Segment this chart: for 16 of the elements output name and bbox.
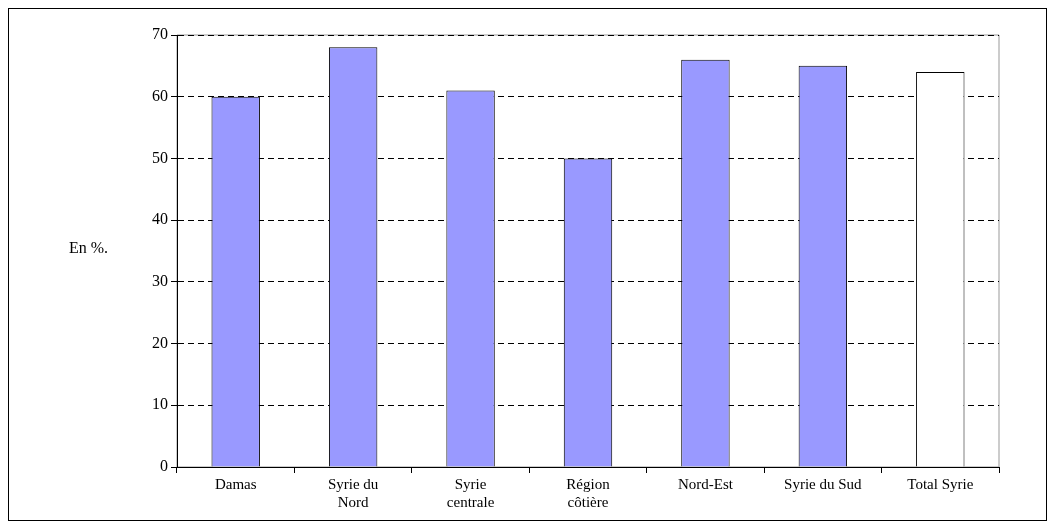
y-tick-label: 70: [152, 25, 168, 43]
x-tick-label: Nord-Est: [677, 475, 734, 492]
x-tick-label: Région côtière: [566, 475, 611, 510]
x-tick-label: Syrie du Nord: [327, 475, 379, 510]
x-tick-label: Damas: [214, 475, 257, 492]
y-axis-title: En %.: [69, 239, 109, 257]
y-tick-label: 0: [160, 457, 168, 475]
x-tick-label: Syrie centrale: [446, 475, 495, 510]
x-tick-label: Total Syrie: [907, 475, 974, 492]
x-tick-label: Syrie du Sud: [784, 475, 863, 492]
y-tick-label: 30: [152, 272, 168, 290]
y-tick-label: 60: [152, 86, 168, 104]
y-tick-label: 20: [152, 333, 168, 351]
y-tick-label: 40: [152, 210, 168, 228]
y-tick-label: 50: [152, 148, 168, 166]
y-tick-label: 10: [152, 395, 168, 413]
